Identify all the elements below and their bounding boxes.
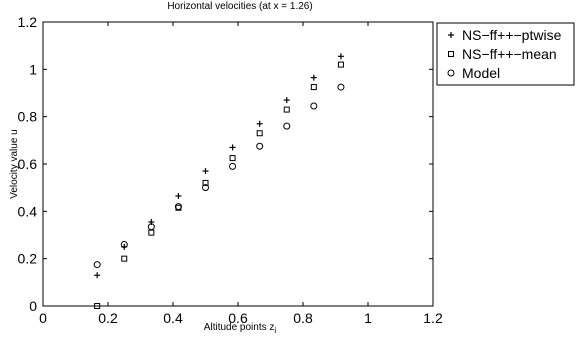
data-point-square: [337, 61, 344, 68]
data-point-square: [94, 303, 101, 309]
data-markers: [93, 53, 345, 309]
x-tick-label: 0.4: [163, 310, 183, 326]
data-point-plus: [310, 74, 317, 81]
x-tick-label: 1.2: [423, 310, 443, 326]
legend: NS−ff++−ptwise NS−ff++−mean Model: [436, 22, 575, 86]
data-point-plus: [175, 192, 182, 199]
x-tick-label: 1: [364, 310, 372, 326]
y-tick-label: 0.6: [18, 156, 38, 172]
data-point-plus: [94, 272, 101, 279]
x-axis-label: Altitude points zi: [204, 322, 277, 335]
y-tick-label: 1: [29, 61, 37, 77]
x-tick-label: 0.6: [228, 310, 248, 326]
data-point-circle: [256, 142, 264, 150]
data-point-circle: [310, 102, 318, 110]
plot-area: [42, 21, 434, 307]
data-point-circle: [174, 203, 182, 211]
y-tick-label: 0: [29, 298, 37, 314]
y-axis-ticks: 0 0.2 0.4 0.6 0.8 1 1.2: [18, 14, 433, 314]
data-point-circle: [93, 261, 101, 269]
y-axis-label: Velocity value u: [9, 129, 20, 199]
data-point-square: [229, 155, 236, 162]
legend-label: NS−ff++−mean: [462, 46, 557, 62]
legend-marker-plus: [448, 32, 454, 38]
data-point-plus: [283, 97, 290, 104]
data-point-plus: [337, 53, 344, 60]
x-tick-label: 0: [39, 310, 47, 326]
x-tick-label: 0.2: [98, 310, 118, 326]
data-point-circle: [337, 83, 345, 91]
y-tick-label: 0.4: [18, 203, 38, 219]
x-axis-ticks: 0 0.2 0.4 0.6 0.8 1 1.2: [39, 22, 443, 326]
y-tick-label: 1.2: [18, 14, 38, 30]
data-point-square: [283, 106, 290, 113]
data-point-square: [148, 229, 155, 236]
data-point-square: [202, 179, 209, 186]
x-tick-label: 0.8: [293, 310, 313, 326]
legend-label: Model: [462, 65, 500, 81]
data-point-square: [310, 84, 317, 91]
data-point-square: [256, 130, 263, 137]
data-point-plus: [229, 144, 236, 151]
y-tick-label: 0.8: [18, 109, 38, 125]
data-point-circle: [283, 122, 291, 130]
legend-box: [436, 22, 575, 86]
legend-marker-circle: [447, 69, 455, 77]
y-tick-label: 0.2: [18, 251, 38, 267]
chart-title: Horizontal velocities (at x = 1.26): [167, 1, 312, 12]
data-point-circle: [229, 162, 237, 170]
data-point-circle: [202, 184, 209, 192]
data-point-circle: [120, 240, 128, 248]
data-point-circle: [147, 223, 155, 231]
data-point-square: [121, 255, 128, 262]
data-point-plus: [202, 168, 209, 175]
data-point-plus: [256, 120, 263, 127]
legend-marker-square: [448, 51, 454, 57]
legend-label: NS−ff++−ptwise: [462, 27, 562, 43]
